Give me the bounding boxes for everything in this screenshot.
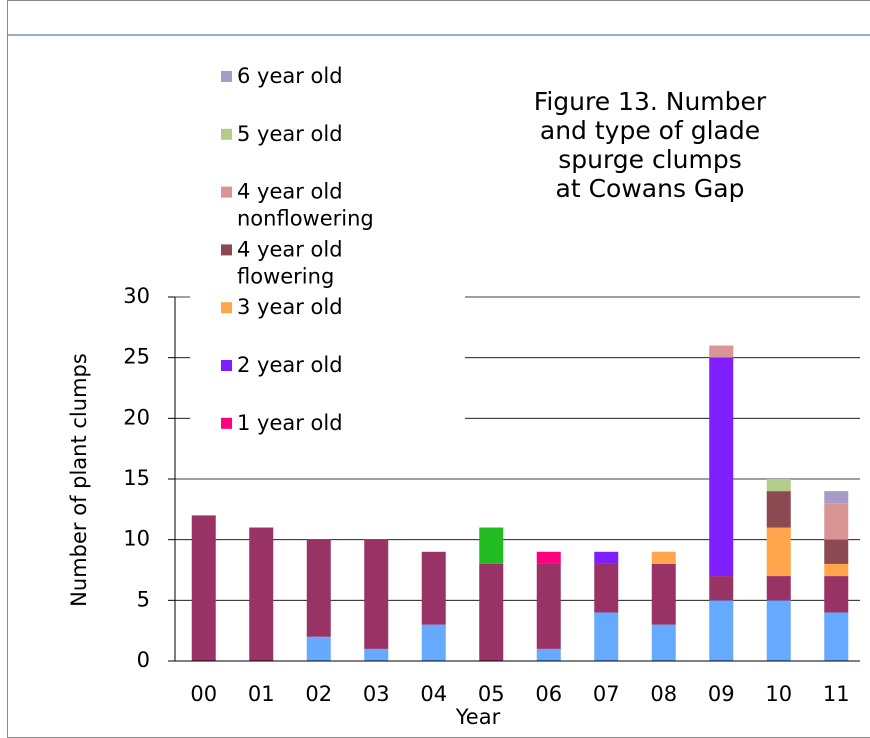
legend-swatch	[221, 186, 232, 198]
y-tick-label: 5	[137, 587, 150, 611]
bar-segment	[824, 612, 849, 661]
bar-segment	[536, 563, 561, 649]
bar-segment	[824, 563, 849, 577]
bar-segment	[364, 539, 389, 649]
legend-label: 3 year old	[237, 295, 343, 319]
legend-label: 5 year old	[237, 122, 343, 146]
x-tick-label: 10	[765, 682, 792, 706]
bar-segment	[709, 345, 734, 358]
bar-segment	[594, 612, 619, 661]
bar-segment	[479, 563, 504, 661]
chart-title: spurge clumps	[558, 145, 742, 174]
y-tick-label: 10	[123, 527, 150, 551]
bar-segment	[766, 491, 791, 528]
bar-segment	[824, 539, 849, 564]
x-tick-label: 11	[823, 682, 850, 706]
chart-title: at Cowans Gap	[556, 174, 745, 203]
bar-segment	[364, 648, 389, 661]
y-tick-label: 0	[137, 648, 150, 672]
legend-label: 1 year old	[237, 411, 343, 435]
bar-segment	[766, 479, 791, 492]
legend-label: 4 year old flowering	[237, 237, 343, 288]
x-axis-label: Year	[455, 705, 501, 729]
bar-segment	[536, 648, 561, 661]
bar-segment	[306, 539, 331, 637]
x-tick-label: 08	[650, 682, 677, 706]
x-tick-label: 09	[708, 682, 735, 706]
bar-segment	[709, 576, 734, 601]
chart-title: and type of glade	[540, 116, 760, 145]
bar-segment	[594, 551, 619, 564]
bar-segment	[709, 357, 734, 577]
legend-swatch	[221, 128, 232, 140]
bar-segment	[709, 600, 734, 661]
legend-label: 6 year old	[237, 64, 343, 88]
legend-label: 4 year old nonflowering	[237, 180, 374, 231]
bar-segment	[766, 600, 791, 661]
legend-label: 2 year old	[237, 353, 343, 377]
x-tick-label: 00	[190, 682, 217, 706]
y-tick-label: 20	[123, 405, 150, 429]
legend-swatch	[221, 244, 232, 256]
legend-box	[190, 60, 465, 440]
chart-title: Figure 13. Number	[534, 87, 767, 116]
y-tick-label: 25	[123, 345, 150, 369]
bar-segment	[421, 551, 446, 625]
y-tick-label: 15	[123, 466, 150, 490]
bar-segment	[306, 636, 331, 661]
x-tick-label: 07	[593, 682, 620, 706]
bar-segment	[536, 551, 561, 564]
x-tick-label: 03	[363, 682, 390, 706]
x-tick-label: 02	[305, 682, 332, 706]
bar-segment	[766, 527, 791, 577]
bar-segment	[479, 527, 504, 564]
bar-segment	[766, 576, 791, 601]
legend-swatch	[221, 417, 232, 429]
x-tick-label: 04	[420, 682, 447, 706]
bar-segment	[594, 563, 619, 613]
bar-segment	[651, 624, 676, 661]
bar-segment	[824, 503, 849, 540]
legend-swatch	[221, 71, 232, 82]
bar-segment	[651, 551, 676, 564]
bar-segment	[249, 527, 274, 661]
bar-segment	[824, 491, 849, 504]
x-tick-label: 06	[535, 682, 562, 706]
bar-segment	[824, 576, 849, 613]
y-tick-label: 30	[123, 284, 150, 308]
bar-segment	[651, 563, 676, 625]
legend-swatch	[221, 360, 232, 371]
bar-segment	[191, 515, 216, 661]
x-tick-label: 01	[248, 682, 275, 706]
legend-swatch	[221, 302, 232, 314]
bar-segment	[421, 624, 446, 661]
x-tick-label: 05	[478, 682, 505, 706]
y-axis-label: Number of plant clumps	[67, 353, 91, 607]
